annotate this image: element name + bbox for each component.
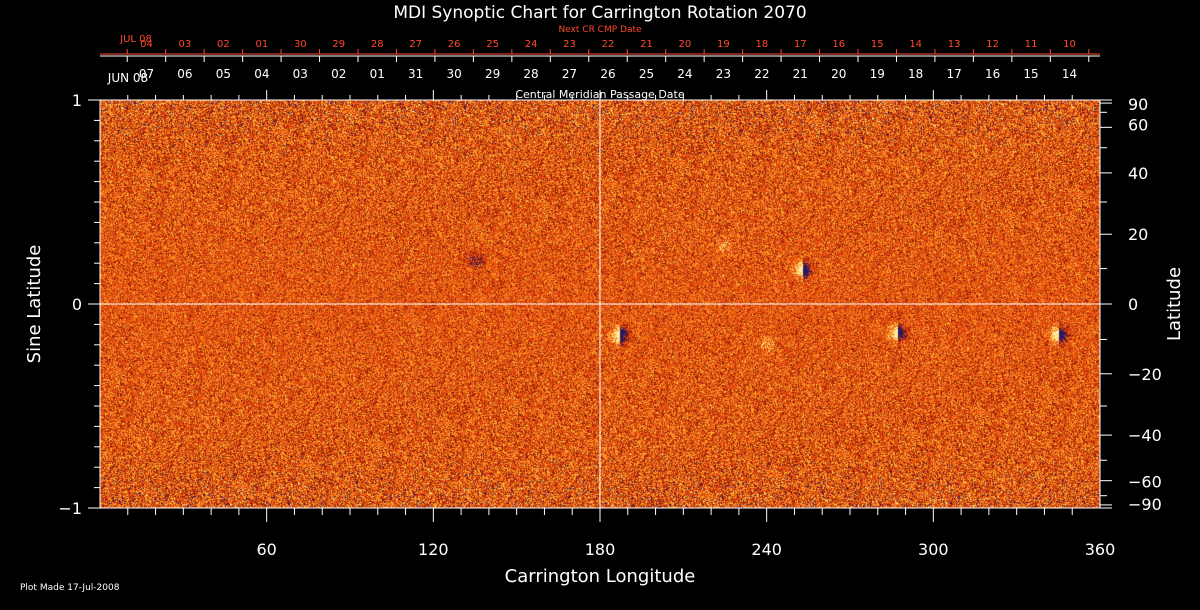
- x-tick-label: 120: [418, 540, 449, 559]
- next-cmp-date-label: 29: [332, 39, 345, 50]
- lat-tick-label: −90: [1128, 495, 1162, 514]
- cmp-date-label: 04: [254, 67, 269, 81]
- y-axis-label: Sine Latitude: [24, 245, 45, 364]
- cmp-date-label: 26: [600, 67, 615, 81]
- cmp-date-label: 16: [985, 67, 1000, 81]
- x-tick-label: 300: [918, 540, 949, 559]
- lat-tick-label: 90: [1128, 95, 1148, 114]
- next-cmp-date-label: 30: [294, 39, 307, 50]
- cmp-date-label: 25: [639, 67, 654, 81]
- lat-tick-label: 20: [1128, 225, 1148, 244]
- next-cmp-date-label: 26: [448, 39, 461, 50]
- lat-tick-label: 0: [1128, 295, 1138, 314]
- cmp-date-label: 03: [293, 67, 308, 81]
- cmp-date-label: 15: [1023, 67, 1038, 81]
- next-cmp-date-label: 12: [986, 39, 999, 50]
- next-cmp-date-label: 04: [140, 39, 153, 50]
- lat-tick-label: −40: [1128, 426, 1162, 445]
- cmp-date-label: 29: [485, 67, 500, 81]
- next-cmp-date-label: 03: [179, 39, 192, 50]
- cmp-date-label: 24: [677, 67, 692, 81]
- cmp-ticks: 07 06 05 04 03 02 01 31 30 29 28 27 26 25 24 23 22 21 20 19…: [100, 55, 1100, 81]
- cmp-date-label: 02: [331, 67, 346, 81]
- cmp-start-label: JUN 08: [107, 71, 148, 85]
- cmp-date-label: 21: [793, 67, 808, 81]
- y-axis-right-label: Latitude: [1164, 267, 1185, 341]
- cmp-date-label: 20: [831, 67, 846, 81]
- cmp-date-label: 31: [408, 67, 423, 81]
- next-cmp-date-label: 21: [640, 39, 653, 50]
- cmp-date-label: 30: [447, 67, 462, 81]
- cmp-date-label: 06: [177, 67, 192, 81]
- next-cmp-date-label: 22: [602, 39, 615, 50]
- cmp-date-label: 23: [716, 67, 731, 81]
- cmp-date-label: 22: [754, 67, 769, 81]
- cmp-date-label: 14: [1062, 67, 1077, 81]
- next-cmp-date-label: 14: [909, 39, 922, 50]
- next-cmp-date-label: 17: [794, 39, 807, 50]
- next-cmp-date-label: 02: [217, 39, 230, 50]
- plot-made-note: Plot Made 17-Jul-2008: [20, 583, 120, 593]
- x-axis-ticks: 60 120 180 240 300 360: [127, 90, 1116, 559]
- cmp-date-label: 05: [216, 67, 231, 81]
- next-cmp-date-label: 11: [1025, 39, 1038, 50]
- cmp-date-label: 19: [870, 67, 885, 81]
- next-cmp-date-label: 19: [717, 39, 730, 50]
- lat-tick-label: −60: [1128, 473, 1162, 492]
- cmp-date-label: 28: [523, 67, 538, 81]
- cmp-date-label: 18: [908, 67, 923, 81]
- x-tick-label: 360: [1085, 540, 1116, 559]
- x-tick-label: 60: [256, 540, 276, 559]
- next-cmp-date-label: 01: [255, 39, 268, 50]
- cmp-date-label: 01: [370, 67, 385, 81]
- next-cmp-date-label: 18: [755, 39, 768, 50]
- next-cmp-date-label: 25: [486, 39, 499, 50]
- next-cmp-date-label: 15: [871, 39, 884, 50]
- next-cmp-date-label: 27: [409, 39, 422, 50]
- y-tick-label: 1: [72, 91, 82, 110]
- next-cmp-date-label: 24: [525, 39, 538, 50]
- lat-tick-label: 60: [1128, 115, 1148, 134]
- cmp-date-label: 07: [139, 67, 154, 81]
- next-cmp-date-label: 23: [563, 39, 576, 50]
- chart-title: MDI Synoptic Chart for Carrington Rotati…: [393, 3, 806, 23]
- next-cmp-date-label: 20: [679, 39, 692, 50]
- lat-tick-label: −20: [1128, 365, 1162, 384]
- lat-tick-label: 40: [1128, 164, 1148, 183]
- next-cmp-ticks: 04 03 02 01 30 29 28 27 26 25 24 23 22 21 20 19 18 17 16 15…: [126, 39, 1090, 54]
- x-axis-label: Carrington Longitude: [505, 566, 696, 587]
- next-cmp-date-label: 10: [1063, 39, 1076, 50]
- y-axis-ticks: 1 0 −1: [58, 91, 100, 518]
- next-cmp-date-label: 13: [948, 39, 961, 50]
- x-tick-label: 240: [751, 540, 782, 559]
- x-tick-label: 180: [585, 540, 616, 559]
- y-tick-label: −1: [58, 499, 82, 518]
- cmp-date-label: 17: [947, 67, 962, 81]
- cmp-date-label: 27: [562, 67, 577, 81]
- next-cmp-date-label: 28: [371, 39, 384, 50]
- next-cmp-date-label: 16: [832, 39, 845, 50]
- y-tick-label: 0: [72, 295, 82, 314]
- next-cmp-start-label: JUL 08: [119, 34, 152, 45]
- next-cmp-label: Next CR CMP Date: [558, 25, 642, 35]
